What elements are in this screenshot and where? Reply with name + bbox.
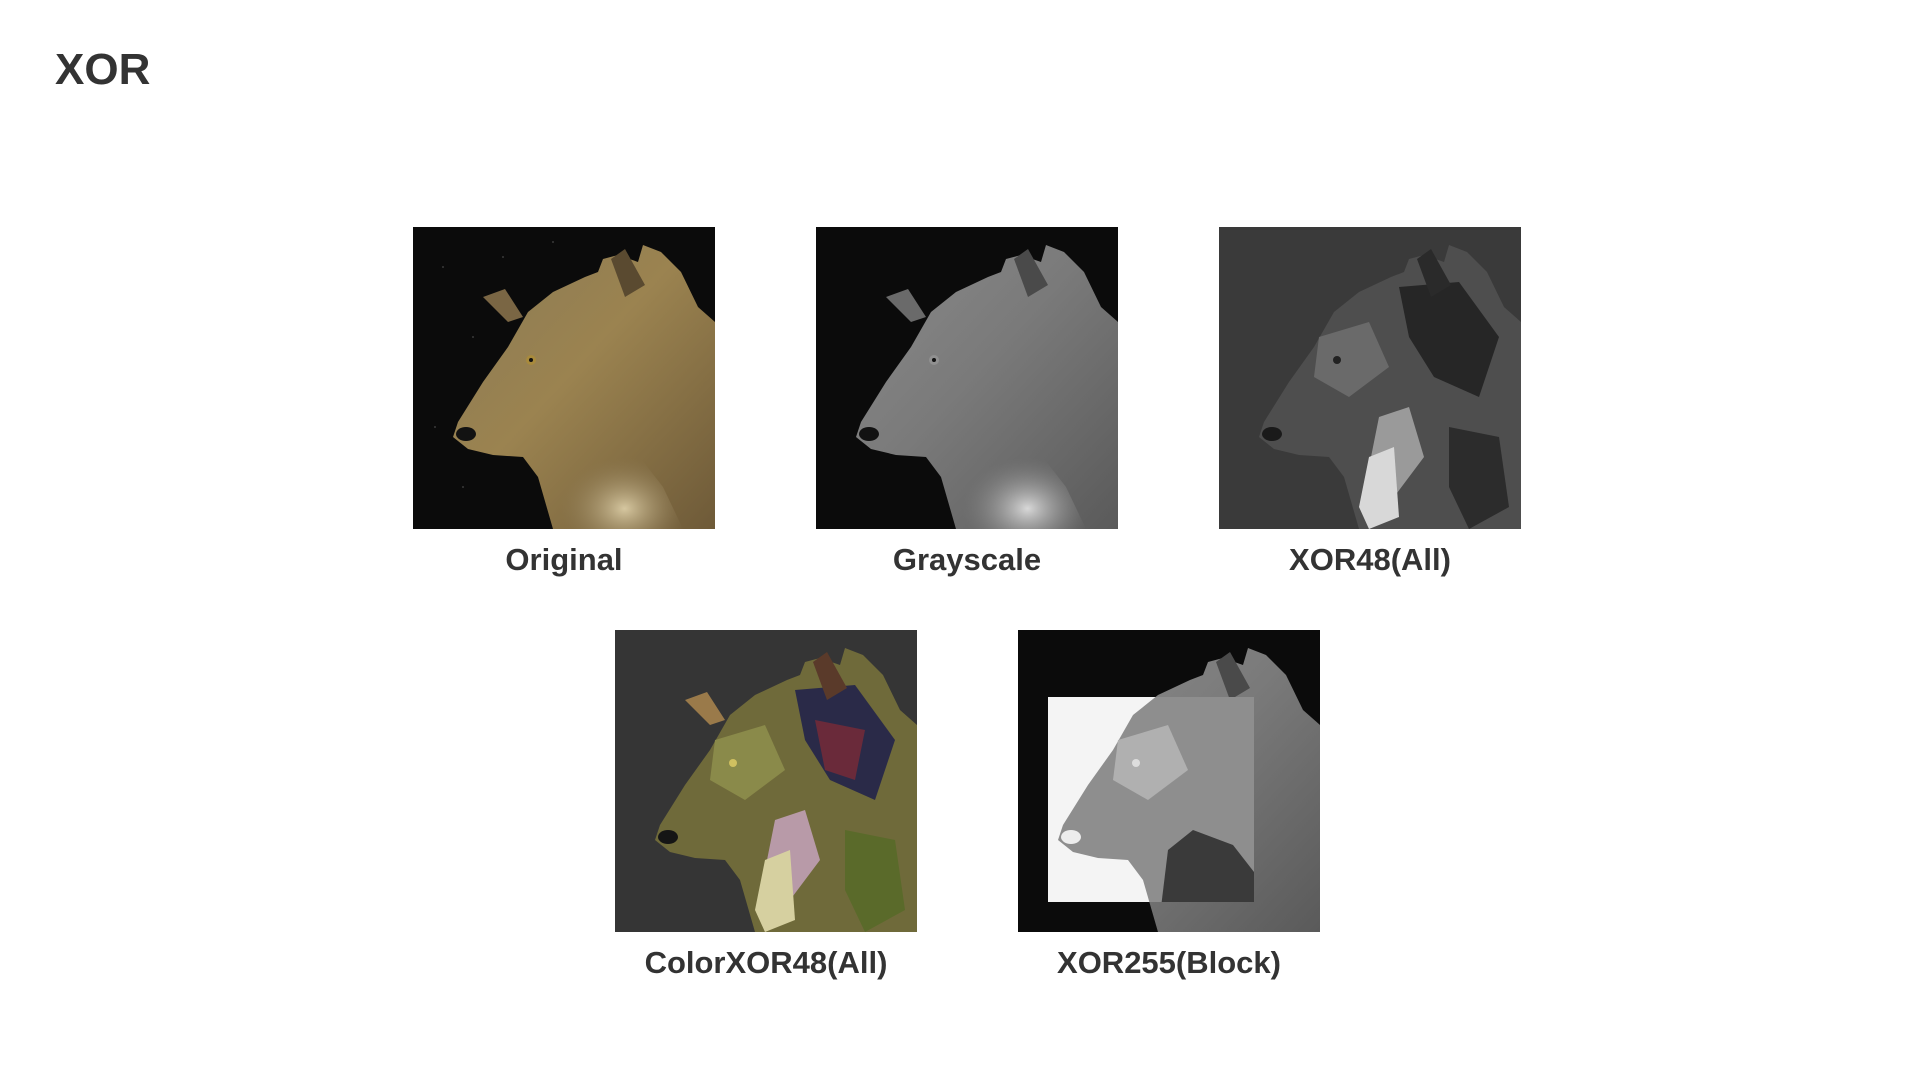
image-xor255-block [1018, 630, 1320, 932]
image-colorxor48-all [615, 630, 917, 932]
image-xor48-all [1219, 227, 1521, 529]
caption-xor48-all: XOR48(All) [1289, 542, 1451, 577]
panel-grayscale: Grayscale [816, 227, 1118, 579]
caption-grayscale: Grayscale [892, 542, 1042, 577]
panel-original: Original [413, 227, 715, 579]
panel-colorxor48-all: ColorXOR48(All) [615, 630, 917, 982]
panel-xor255-block: XOR255(Block) [1018, 630, 1320, 982]
caption-original: Original [505, 542, 623, 577]
panel-xor48-all: XOR48(All) [1219, 227, 1521, 579]
caption-colorxor48-all: ColorXOR48(All) [644, 945, 888, 980]
page-title: XOR [55, 45, 151, 94]
image-original [413, 227, 715, 529]
caption-xor255-block: XOR255(Block) [1057, 945, 1281, 980]
image-grayscale [816, 227, 1118, 529]
